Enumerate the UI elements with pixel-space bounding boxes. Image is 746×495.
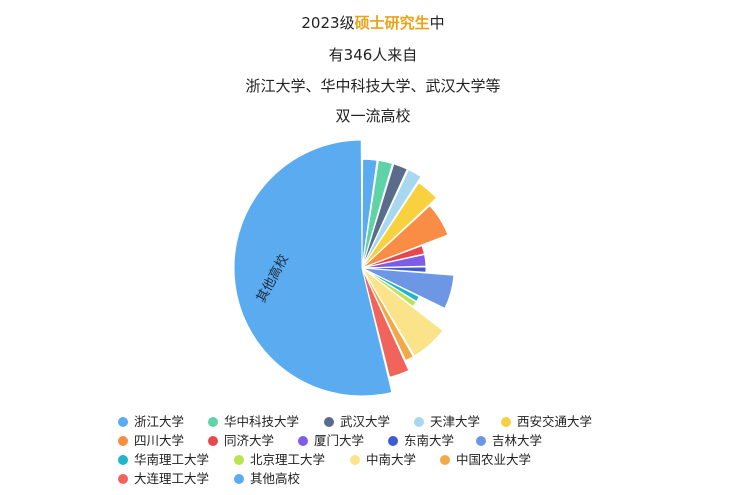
headline-line-3: 浙江大学、华中科技大学、武汉大学等 bbox=[245, 77, 501, 95]
pie-slice[interactable] bbox=[361, 168, 422, 269]
legend-dot bbox=[234, 454, 244, 465]
pie-slice[interactable] bbox=[361, 163, 408, 269]
pie-slice[interactable] bbox=[361, 159, 394, 269]
legend-item-scut[interactable]: 华南理工大学 bbox=[118, 450, 209, 469]
legend-label: 同济大学 bbox=[224, 433, 275, 448]
legend-label: 西安交通大学 bbox=[517, 414, 593, 429]
legend-row: 大连理工大学 其他高校 bbox=[118, 469, 718, 488]
legend-item-bit[interactable]: 北京理工大学 bbox=[234, 450, 325, 469]
legend-item-cau[interactable]: 中国农业大学 bbox=[440, 450, 531, 469]
legend-label: 华南理工大学 bbox=[134, 452, 210, 467]
headline-line-2: 有346人来自 bbox=[328, 46, 418, 64]
legend-dot bbox=[501, 416, 511, 427]
legend-dot bbox=[350, 454, 360, 465]
legend-label: 北京理工大学 bbox=[250, 452, 326, 467]
pie-slice[interactable] bbox=[361, 267, 417, 308]
legend-item-hust[interactable]: 华中科技大学 bbox=[208, 412, 299, 431]
legend-dot bbox=[208, 435, 218, 446]
legend-item-tongji[interactable]: 同济大学 bbox=[208, 431, 274, 450]
legend-label: 其他高校 bbox=[250, 471, 301, 486]
legend-label: 大连理工大学 bbox=[134, 471, 210, 486]
legend-label: 吉林大学 bbox=[492, 433, 543, 448]
pie-slice[interactable] bbox=[361, 204, 449, 269]
legend-dot bbox=[476, 435, 486, 446]
legend-item-tju[interactable]: 天津大学 bbox=[414, 412, 480, 431]
legend-item-xmu[interactable]: 厦门大学 bbox=[298, 431, 364, 450]
legend-item-seu[interactable]: 东南大学 bbox=[388, 431, 454, 450]
legend-row: 华南理工大学 北京理工大学 中南大学 中国农业大学 bbox=[118, 450, 718, 469]
legend-item-jlu[interactable]: 吉林大学 bbox=[476, 431, 542, 450]
legend-label: 四川大学 bbox=[134, 433, 185, 448]
legend-label: 天津大学 bbox=[430, 414, 481, 429]
legend-item-whu[interactable]: 武汉大学 bbox=[324, 412, 390, 431]
legend-dot bbox=[440, 454, 450, 465]
legend-label: 武汉大学 bbox=[340, 414, 391, 429]
legend-dot bbox=[118, 454, 128, 465]
legend-row: 浙江大学 华中科技大学 武汉大学 天津大学 西安交通大学 bbox=[118, 412, 718, 431]
legend-dot bbox=[414, 416, 424, 427]
headline-suffix: 中 bbox=[429, 14, 445, 32]
pie-slice[interactable] bbox=[361, 267, 455, 310]
legend-dot bbox=[208, 416, 218, 427]
legend-label: 厦门大学 bbox=[314, 433, 365, 448]
legend-label: 中国农业大学 bbox=[456, 452, 532, 467]
legend-item-csu[interactable]: 中南大学 bbox=[350, 450, 416, 469]
legend-item-scu[interactable]: 四川大学 bbox=[118, 431, 184, 450]
legend-label: 中南大学 bbox=[366, 452, 417, 467]
legend-dot bbox=[324, 416, 334, 427]
legend-dot bbox=[234, 473, 244, 484]
pie-slice[interactable] bbox=[361, 181, 438, 269]
legend-dot bbox=[298, 435, 308, 446]
legend-dot bbox=[118, 473, 128, 484]
chart-legend: 浙江大学 华中科技大学 武汉大学 天津大学 西安交通大学 四川大学 同济大学 厦… bbox=[118, 412, 718, 488]
headline-highlight: 硕士研究生 bbox=[354, 14, 430, 32]
legend-dot bbox=[388, 435, 398, 446]
headline-line-4: 双一流高校 bbox=[335, 107, 411, 125]
headline-line-1: 2023级硕士研究生中 bbox=[0, 13, 746, 33]
legend-row: 四川大学 同济大学 厦门大学 东南大学 吉林大学 bbox=[118, 431, 718, 450]
pie-slice[interactable] bbox=[361, 253, 427, 269]
legend-item-others[interactable]: 其他高校 bbox=[234, 469, 300, 488]
headline-prefix: 2023级 bbox=[301, 14, 355, 32]
legend-item-dlut[interactable]: 大连理工大学 bbox=[118, 469, 209, 488]
pie-slice[interactable] bbox=[361, 267, 420, 303]
legend-dot bbox=[118, 416, 128, 427]
pie-slice[interactable] bbox=[361, 267, 415, 362]
pie-slice[interactable] bbox=[361, 267, 410, 378]
pie-slice[interactable] bbox=[361, 245, 426, 269]
pie-slice[interactable] bbox=[361, 267, 444, 357]
legend-dot bbox=[118, 435, 128, 446]
pie-slice[interactable] bbox=[361, 266, 427, 273]
legend-label: 华中科技大学 bbox=[224, 414, 300, 429]
pie-slice[interactable] bbox=[233, 139, 393, 397]
legend-label: 浙江大学 bbox=[134, 414, 185, 429]
legend-item-zju[interactable]: 浙江大学 bbox=[118, 412, 184, 431]
legend-item-xjtu[interactable]: 西安交通大学 bbox=[501, 412, 592, 431]
legend-label: 东南大学 bbox=[404, 433, 455, 448]
